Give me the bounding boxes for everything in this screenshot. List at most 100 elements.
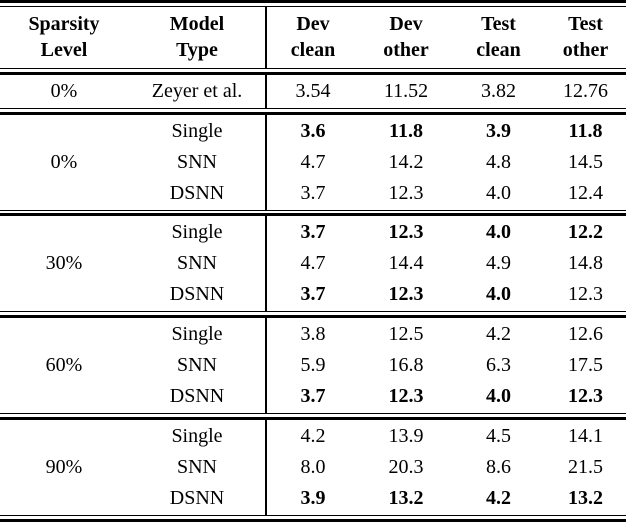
horizontal-rule-top xyxy=(0,0,626,7)
model-cell: SNN xyxy=(176,252,217,275)
wer-value-cell: 4.0 xyxy=(486,221,511,244)
wer-value-cell: 12.3 xyxy=(388,221,424,244)
wer-value-cell: 12.3 xyxy=(568,283,603,306)
sparsity-cell: 30% xyxy=(45,252,83,275)
table-section-90pct: 90% Single 4.2 13.9 4.5 14.1 SNN 8.0 20.… xyxy=(0,420,626,516)
horizontal-rule-bottom xyxy=(0,515,626,522)
wer-value-cell: 12.3 xyxy=(388,385,424,408)
model-cell: DSNN xyxy=(169,283,225,306)
wer-value-cell: 12.3 xyxy=(388,283,424,306)
column-divider-rule xyxy=(265,420,267,516)
column-divider-rule xyxy=(265,6,267,68)
table-section-30pct: 30% Single 3.7 12.3 4.0 12.2 SNN 4.7 14.… xyxy=(0,216,626,312)
wer-value-cell: 12.6 xyxy=(568,323,603,346)
wer-value-cell: 3.7 xyxy=(300,181,326,204)
header-line: other xyxy=(562,38,609,61)
model-cell: SNN xyxy=(176,354,217,377)
model-cell: SNN xyxy=(176,456,217,479)
wer-value-cell: 12.2 xyxy=(568,221,603,244)
header-line: Dev xyxy=(296,12,330,35)
wer-value-cell: 3.7 xyxy=(300,283,326,306)
horizontal-rule xyxy=(0,413,626,421)
model-cell: Zeyer et al. xyxy=(151,79,243,102)
wer-value-cell: 13.9 xyxy=(388,425,424,448)
header-line: clean xyxy=(290,38,336,61)
horizontal-rule xyxy=(0,107,626,115)
table-section-baseline: 0% Zeyer et al. 3.54 11.52 3.82 12.76 xyxy=(0,74,626,108)
header-line: Model xyxy=(169,12,225,35)
sparsity-cell: 60% xyxy=(45,354,83,377)
wer-value-cell: 3.7 xyxy=(300,221,326,244)
wer-value-cell: 4.0 xyxy=(486,385,511,408)
wer-value-cell: 4.5 xyxy=(486,425,511,448)
model-cell: DSNN xyxy=(169,487,225,510)
header-line: Test xyxy=(568,12,603,35)
wer-value-cell: 4.7 xyxy=(300,150,326,173)
sparsity-cell: 0% xyxy=(50,150,78,173)
header-sparsity-level: Sparsity Level xyxy=(0,11,128,63)
wer-value-cell: 21.5 xyxy=(568,456,603,479)
model-cell: DSNN xyxy=(169,385,225,408)
header-test-other: Test other xyxy=(545,11,626,63)
wer-value-cell: 4.7 xyxy=(300,252,326,275)
wer-value-cell: 4.2 xyxy=(300,425,326,448)
header-dev-clean: Dev clean xyxy=(266,11,360,63)
wer-value-cell: 14.4 xyxy=(388,252,424,275)
table-header: Sparsity Level Model Type Dev clean Dev … xyxy=(0,6,626,68)
header-test-clean: Test clean xyxy=(452,11,545,63)
column-divider-rule xyxy=(265,74,267,108)
wer-value-cell: 4.0 xyxy=(486,283,511,306)
model-cell: Single xyxy=(171,425,223,448)
header-line: Dev xyxy=(389,12,423,35)
wer-value-cell: 11.52 xyxy=(383,79,429,102)
wer-value-cell: 4.0 xyxy=(486,181,511,204)
horizontal-rule xyxy=(0,67,626,75)
horizontal-rule xyxy=(0,209,626,217)
wer-value-cell: 12.3 xyxy=(568,385,603,408)
wer-value-cell: 3.6 xyxy=(300,119,326,142)
header-line: clean xyxy=(476,38,521,61)
wer-value-cell: 3.54 xyxy=(295,79,331,102)
model-cell: Single xyxy=(171,323,223,346)
wer-value-cell: 4.9 xyxy=(486,252,511,275)
header-line: Test xyxy=(481,12,516,35)
model-cell: SNN xyxy=(176,150,217,173)
wer-value-cell: 20.3 xyxy=(388,456,424,479)
wer-value-cell: 11.8 xyxy=(568,119,603,142)
wer-value-cell: 11.8 xyxy=(389,119,423,142)
table-section-0pct: 0% Single 3.6 11.8 3.9 11.8 SNN 4.7 14.2… xyxy=(0,114,626,210)
wer-value-cell: 4.2 xyxy=(486,323,511,346)
header-line: Sparsity xyxy=(28,12,100,35)
wer-value-cell: 5.9 xyxy=(300,354,326,377)
column-divider-rule xyxy=(265,114,267,210)
model-cell: DSNN xyxy=(169,181,225,204)
model-cell: Single xyxy=(171,119,223,142)
wer-value-cell: 12.5 xyxy=(388,323,424,346)
wer-value-cell: 6.3 xyxy=(486,354,511,377)
wer-value-cell: 8.6 xyxy=(486,456,511,479)
wer-value-cell: 17.5 xyxy=(568,354,603,377)
horizontal-rule xyxy=(0,311,626,319)
wer-value-cell: 4.8 xyxy=(486,150,511,173)
wer-value-cell: 4.2 xyxy=(486,487,511,510)
header-dev-other: Dev other xyxy=(360,11,452,63)
table-section-60pct: 60% Single 3.8 12.5 4.2 12.6 SNN 5.9 16.… xyxy=(0,318,626,414)
wer-value-cell: 14.8 xyxy=(568,252,603,275)
wer-value-cell: 3.8 xyxy=(300,323,326,346)
header-line: Type xyxy=(176,38,218,61)
wer-value-cell: 12.4 xyxy=(568,181,603,204)
wer-value-cell: 3.9 xyxy=(300,487,326,510)
sparsity-cell: 90% xyxy=(45,456,83,479)
wer-value-cell: 8.0 xyxy=(300,456,326,479)
wer-value-cell: 3.7 xyxy=(300,385,326,408)
column-divider-rule xyxy=(265,318,267,414)
wer-value-cell: 16.8 xyxy=(388,354,424,377)
wer-value-cell: 12.3 xyxy=(388,181,424,204)
header-model-type: Model Type xyxy=(128,11,266,63)
wer-value-cell: 12.76 xyxy=(563,79,608,102)
wer-value-cell: 14.1 xyxy=(568,425,603,448)
wer-value-cell: 14.2 xyxy=(388,150,424,173)
model-cell: Single xyxy=(171,221,223,244)
wer-value-cell: 14.5 xyxy=(568,150,603,173)
